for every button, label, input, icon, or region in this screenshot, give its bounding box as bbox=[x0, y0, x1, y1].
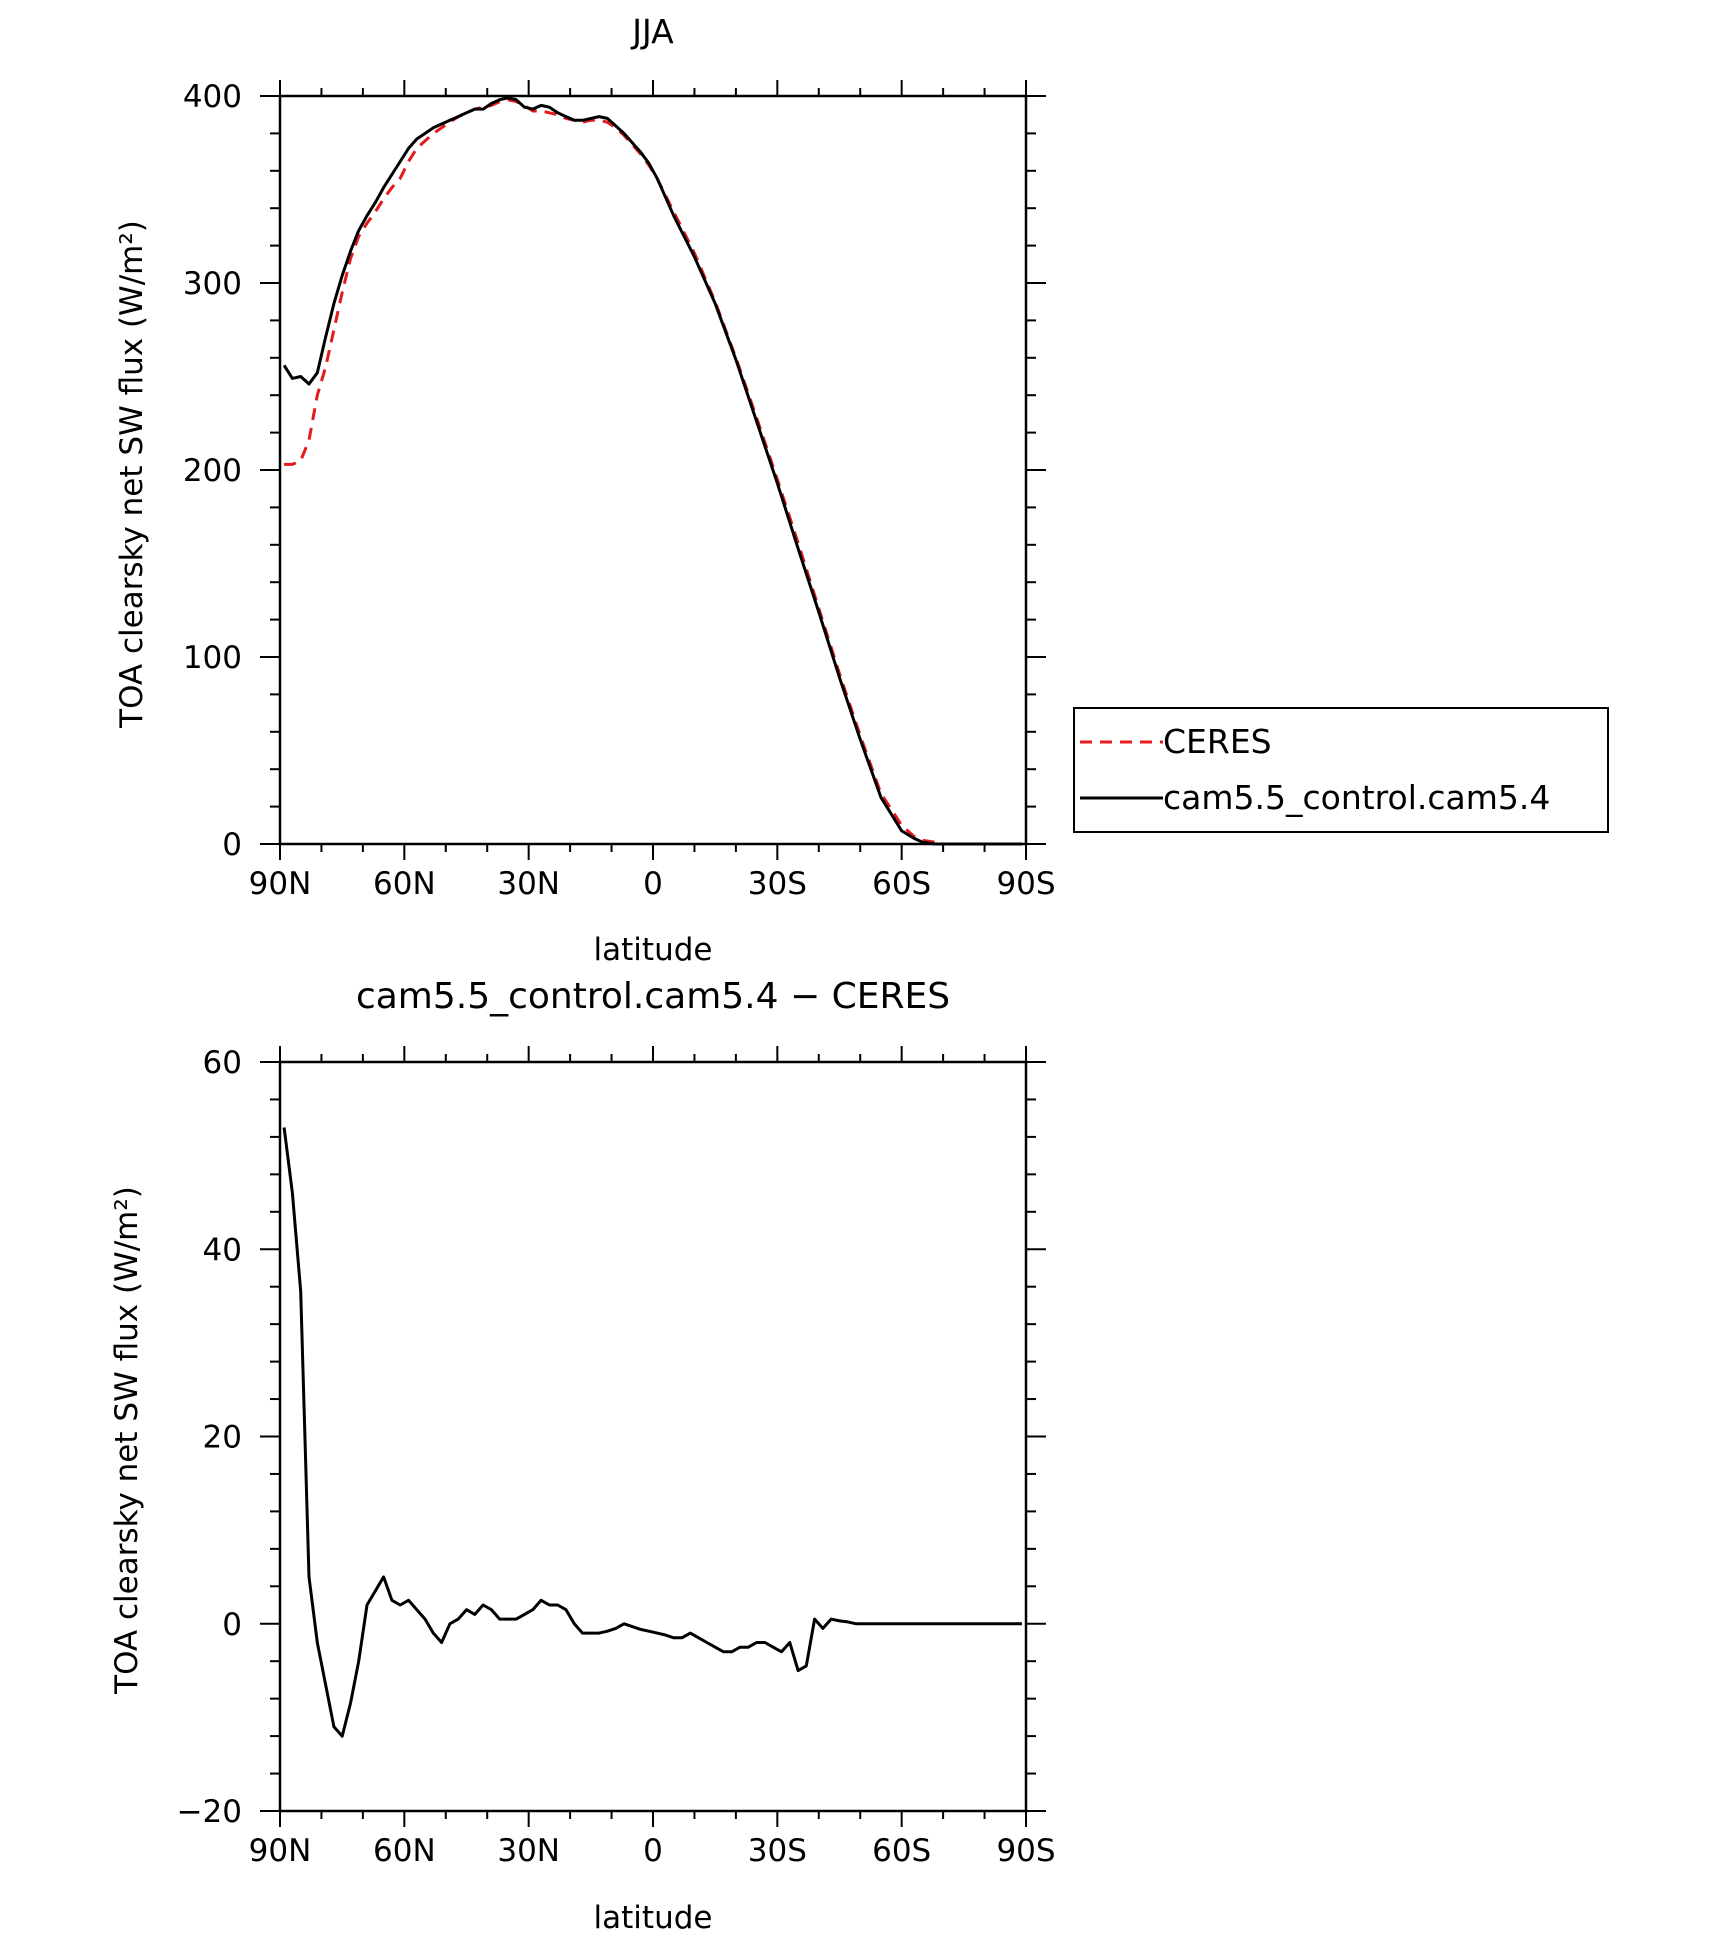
top-chart-x-tick-label: 60N bbox=[373, 866, 436, 902]
legend-box bbox=[1073, 707, 1609, 833]
legend-label-ceres: CERES bbox=[1163, 722, 1272, 761]
bottom-chart-y-tick-label: 0 bbox=[222, 1607, 242, 1643]
bottom-chart-plot-frame bbox=[278, 1060, 1028, 1813]
bottom-chart-y-tick-label: 20 bbox=[203, 1420, 242, 1456]
top-chart-series-ceres bbox=[284, 98, 1022, 846]
bottom-chart-y-tick-label: 40 bbox=[203, 1232, 242, 1268]
top-chart-title: JJA bbox=[630, 12, 674, 51]
bottom-chart-y-tick-label: 60 bbox=[203, 1045, 242, 1081]
bottom-chart-panel: cam5.5_control.cam5.4 − CERES latitude T… bbox=[109, 976, 1056, 1933]
bottom-chart-x-tick-label: 30S bbox=[748, 1833, 807, 1869]
top-chart-y-axis-label: TOA clearsky net SW flux (W/m²) bbox=[114, 220, 150, 729]
bottom-chart-x-tick-label: 30N bbox=[497, 1833, 560, 1869]
bottom-chart-x-tick-label: 60N bbox=[373, 1833, 436, 1869]
top-chart-x-tick-label: 90S bbox=[996, 866, 1055, 902]
top-chart-x-tick-label: 30S bbox=[748, 866, 807, 902]
top-chart-y-tick-label: 0 bbox=[222, 827, 242, 863]
bottom-chart-y-axis-label: TOA clearsky net SW flux (W/m²) bbox=[109, 1186, 145, 1695]
top-chart-x-tick-label: 90N bbox=[249, 866, 312, 902]
top-chart-y-tick-label: 200 bbox=[183, 453, 242, 489]
top-chart-plot-frame bbox=[278, 94, 1028, 846]
bottom-chart-y-tick-label: −20 bbox=[177, 1794, 242, 1830]
top-chart-x-tick-label: 60S bbox=[872, 866, 931, 902]
bottom-chart-x-tick-label: 0 bbox=[643, 1833, 663, 1869]
legend: CERES cam5.5_control.cam5.4 bbox=[1073, 707, 1609, 833]
top-chart-panel: JJA latitude TOA clearsky net SW flux (W… bbox=[114, 12, 1056, 968]
bottom-chart-x-tick-label: 90N bbox=[249, 1833, 312, 1869]
legend-label-cam5: cam5.5_control.cam5.4 bbox=[1163, 778, 1550, 817]
bottom-chart-x-tick-label: 90S bbox=[996, 1833, 1055, 1869]
top-chart-x-tick-label: 30N bbox=[497, 866, 560, 902]
top-chart-series-cam5-5-control-cam5-4 bbox=[282, 96, 1022, 846]
top-chart-y-tick-label: 100 bbox=[183, 640, 242, 676]
top-chart-x-axis-label: latitude bbox=[594, 932, 713, 968]
bottom-chart-x-tick-label: 60S bbox=[872, 1833, 931, 1869]
top-chart-y-tick-label: 400 bbox=[183, 79, 242, 115]
bottom-chart-series-difference bbox=[282, 1127, 1022, 1738]
top-chart-x-tick-label: 0 bbox=[643, 866, 663, 902]
bottom-chart-x-axis-label: latitude bbox=[594, 1900, 713, 1933]
bottom-chart-title: cam5.5_control.cam5.4 − CERES bbox=[356, 976, 950, 1017]
top-chart-y-tick-label: 300 bbox=[183, 266, 242, 302]
